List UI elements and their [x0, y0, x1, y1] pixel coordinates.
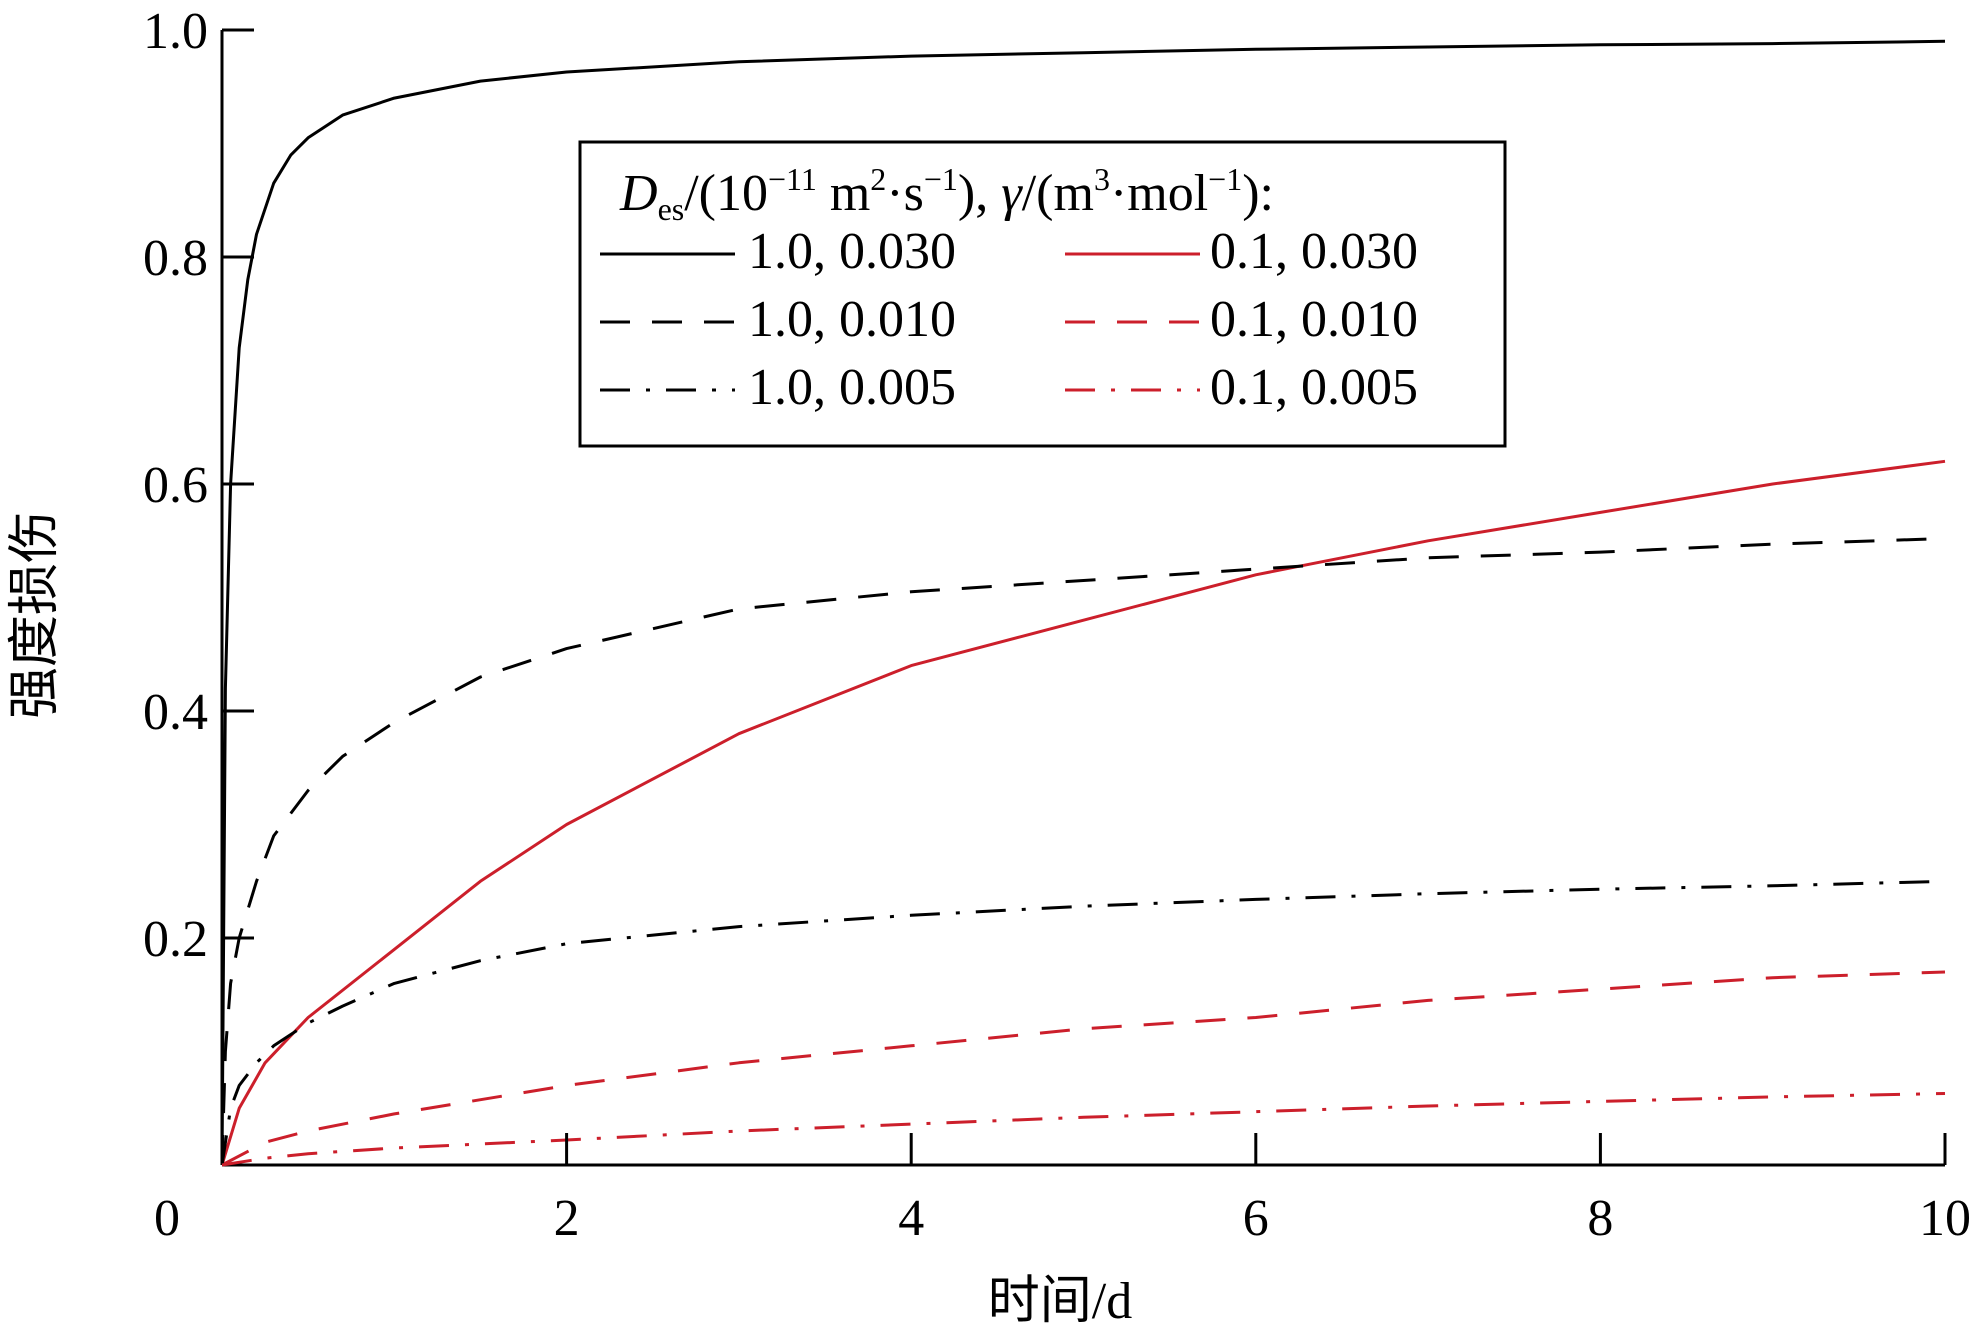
legend-label-1: 1.0, 0.030 [748, 223, 956, 280]
series-line-1 [220, 39, 1946, 1166]
x-tick-label-3: 6 [1243, 1190, 1269, 1247]
legend-label-5: 1.0, 0.005 [748, 359, 956, 416]
x-tick-label-0: 0 [154, 1190, 180, 1247]
x-tick-label-1: 2 [554, 1190, 580, 1247]
legend-title: Des/(10−11 m2·s−1), γ/(m3·mol−1): [619, 161, 1274, 227]
y-tick-label-1: 0.4 [143, 684, 208, 741]
series-line-3 [220, 537, 1946, 1166]
y-tick-label-2: 0.6 [143, 457, 208, 514]
x-tick-label-2: 4 [898, 1190, 924, 1247]
legend: Des/(10−11 m2·s−1), γ/(m3·mol−1): 1.0, 0… [578, 140, 1507, 448]
legend-entries: 1.0, 0.030 0.1, 0.030 1.0, 0.010 0.1, 0.010… [600, 223, 1418, 416]
series-line-6 [221, 1092, 1946, 1167]
y-tick-label-0: 0.2 [143, 911, 208, 968]
legend-label-6: 0.1, 0.005 [1210, 359, 1418, 416]
legend-label-3: 1.0, 0.010 [748, 291, 956, 348]
y-tick-label-3: 0.8 [143, 230, 208, 287]
x-tick-label-5: 10 [1919, 1190, 1971, 1247]
legend-label-4: 0.1, 0.010 [1210, 291, 1418, 348]
legend-box [578, 140, 1507, 448]
legend-label-2: 0.1, 0.030 [1210, 223, 1418, 280]
series-line-5 [220, 879, 1946, 1166]
y-axis-label: 强度损伤 [7, 511, 64, 719]
series-line-4 [221, 970, 1946, 1167]
series-line-2 [220, 459, 1946, 1166]
y-tick-label-4: 1.0 [143, 3, 208, 60]
x-axis-label: 时间/d [988, 1273, 1132, 1330]
x-tick-label-4: 8 [1587, 1190, 1613, 1247]
ticks-layer: 0 2 4 6 8 10 0.2 0.4 0.6 0.8 1.0 [143, 3, 1971, 1247]
